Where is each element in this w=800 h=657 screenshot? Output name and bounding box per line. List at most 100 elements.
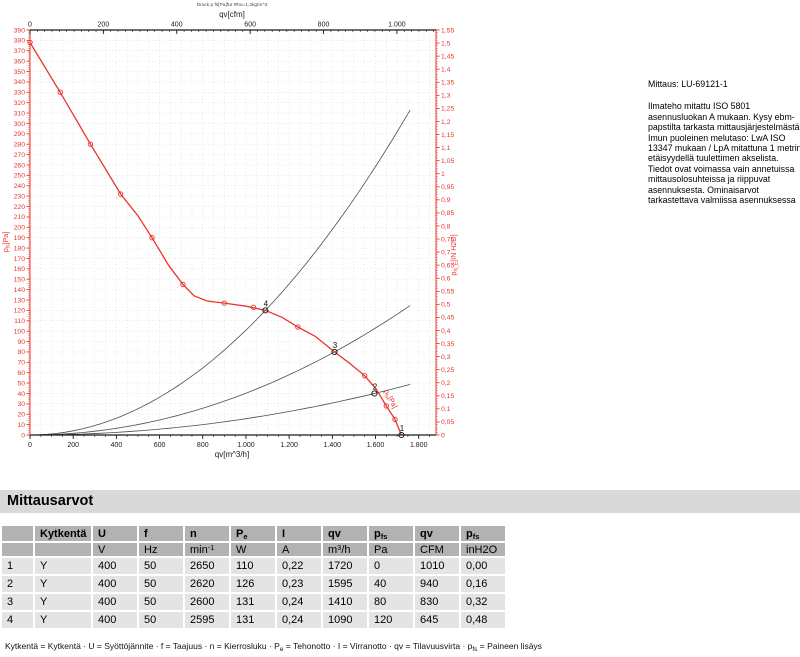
table-cell: 40 [369, 576, 413, 592]
y-right-tick-label: 0,8 [441, 223, 451, 230]
column-header: qv [415, 526, 459, 541]
unit-label: V [93, 543, 137, 556]
table-cell: 0,24 [277, 594, 321, 610]
table-cell: 4 [2, 612, 33, 628]
y-right-tick-label: 0,25 [441, 367, 454, 374]
fan-curve-marker [392, 416, 398, 423]
x-tick-label: 0 [28, 442, 32, 449]
table-cell: Y [35, 612, 91, 628]
info-panel: Mittaus: LU-69121-1 Ilmateho mitattu ISO… [648, 79, 800, 205]
y-right-tick-label: 0,45 [441, 315, 454, 322]
table-cell: 120 [369, 612, 413, 628]
top-axis-title: qv[cfm] [219, 10, 245, 19]
y-left-tick-label: 300 [14, 121, 26, 128]
table-cell: 80 [369, 594, 413, 610]
unit-label: m3/h [323, 543, 367, 556]
table-cell: 1720 [323, 558, 367, 574]
y-right-tick-label: 0,2 [441, 380, 451, 387]
y-right-tick-label: 0,95 [441, 184, 454, 191]
y-right-tick-label: 1,25 [441, 106, 454, 113]
y-left-tick-label: 270 [14, 152, 26, 159]
y-right-tick-label: 0,1 [441, 406, 451, 413]
y-right-axis-title: pfs_E[IN H2O] [451, 234, 460, 275]
y-left-tick-label: 260 [14, 162, 26, 169]
operating-point [398, 431, 405, 439]
x-tick-label: 1.400 [324, 442, 342, 449]
operating-point [331, 348, 338, 355]
top-tick-label: 600 [244, 22, 256, 29]
unit-label: A [277, 543, 321, 556]
y-right-tick-label: 1,3 [441, 93, 451, 100]
x-tick-label: 400 [111, 442, 123, 449]
table-cell: 131 [231, 594, 275, 610]
y-right-tick-label: 1,05 [441, 158, 454, 165]
table-cell: Y [35, 558, 91, 574]
fan-curve-marker [295, 324, 301, 330]
unit-label: min-1 [185, 543, 229, 556]
x-tick-label: 1.000 [237, 442, 255, 449]
x-tick-label: 200 [67, 442, 79, 449]
y-right-tick-label: 0,15 [441, 393, 454, 400]
fan-curve-marker [57, 89, 63, 95]
y-right-tick-label: 1,55 [441, 27, 454, 34]
y-right-tick-label: 0,7 [441, 249, 451, 256]
table-cell: 1090 [323, 612, 367, 628]
unit-label: CFM [415, 543, 459, 556]
y-right-tick-label: 0 [441, 432, 445, 439]
table-cell: 2650 [185, 558, 229, 574]
column-header: qv [323, 526, 367, 541]
y-left-tick-label: 250 [14, 173, 26, 180]
measurement-notes: Ilmateho mitattu ISO 5801 asennusluokan … [648, 101, 800, 206]
y-right-tick-label: 1 [441, 171, 445, 178]
top-tick-label: 800 [318, 22, 330, 29]
table-cell: 0,16 [461, 576, 505, 592]
y-left-tick-label: 100 [14, 328, 26, 335]
y-left-tick-label: 90 [17, 339, 25, 346]
y-left-tick-label: 240 [14, 183, 26, 190]
y-left-tick-label: 60 [17, 370, 25, 377]
y-right-tick-label: 0,75 [441, 236, 454, 243]
top-tick-label: 400 [171, 22, 183, 29]
y-right-tick-label: 1,35 [441, 80, 454, 87]
y-left-tick-label: 380 [14, 38, 26, 45]
y-right-tick-label: 1,5 [441, 40, 451, 47]
operating-point-label: 1 [400, 424, 405, 433]
unit-label: Pa [369, 543, 413, 556]
grid [30, 30, 436, 435]
y-right-tick-label: 1,15 [441, 132, 454, 139]
y-right-tick-label: 0,65 [441, 262, 454, 269]
table-cell: 50 [139, 576, 183, 592]
table-row: 2 Y 400 50 2620 126 0,23 1595 40 940 0,16 [2, 576, 505, 592]
operating-point-label: 4 [264, 300, 269, 309]
fan-curve-marker [362, 373, 368, 379]
fan-curve-marker [118, 191, 124, 197]
y-right-tick-label: 0,3 [441, 354, 451, 361]
x-axis-title: qv[m^3/h] [215, 450, 249, 459]
column-header: f [139, 526, 183, 541]
table-cell: 1595 [323, 576, 367, 592]
y-left-axis-title: pfs[Pa] [3, 232, 12, 252]
y-left-tick-label: 110 [14, 318, 25, 325]
y-left-tick-label: 140 [14, 287, 26, 294]
table-cell: Y [35, 576, 91, 592]
y-left-tick-label: 330 [14, 90, 26, 97]
table-cell: 940 [415, 576, 459, 592]
table-cell: 400 [93, 594, 137, 610]
operating-point [262, 307, 269, 314]
y-left-tick-label: 180 [14, 245, 26, 252]
column-header: Pe [231, 526, 275, 541]
y-right-tick-label: 0,9 [441, 197, 451, 204]
table-cell: 400 [93, 558, 137, 574]
x-tick-label: 800 [197, 442, 209, 449]
y-right-tick-label: 0,5 [441, 302, 451, 309]
y-left-tick-label: 160 [14, 266, 26, 273]
table-cell: 3 [2, 594, 33, 610]
table-row: 1 Y 400 50 2650 110 0,22 1720 0 1010 0,00 [2, 558, 505, 574]
operating-point-label: 3 [333, 341, 338, 350]
fan-performance-chart: 0102030405060708090100110120130140150160… [3, 2, 460, 459]
chart-title: Druck p fs[Pa]für Rho=1,2kg/m^3 [197, 2, 268, 8]
fan-curve-marker [383, 403, 389, 409]
y-right-tick-label: 0,85 [441, 210, 454, 217]
